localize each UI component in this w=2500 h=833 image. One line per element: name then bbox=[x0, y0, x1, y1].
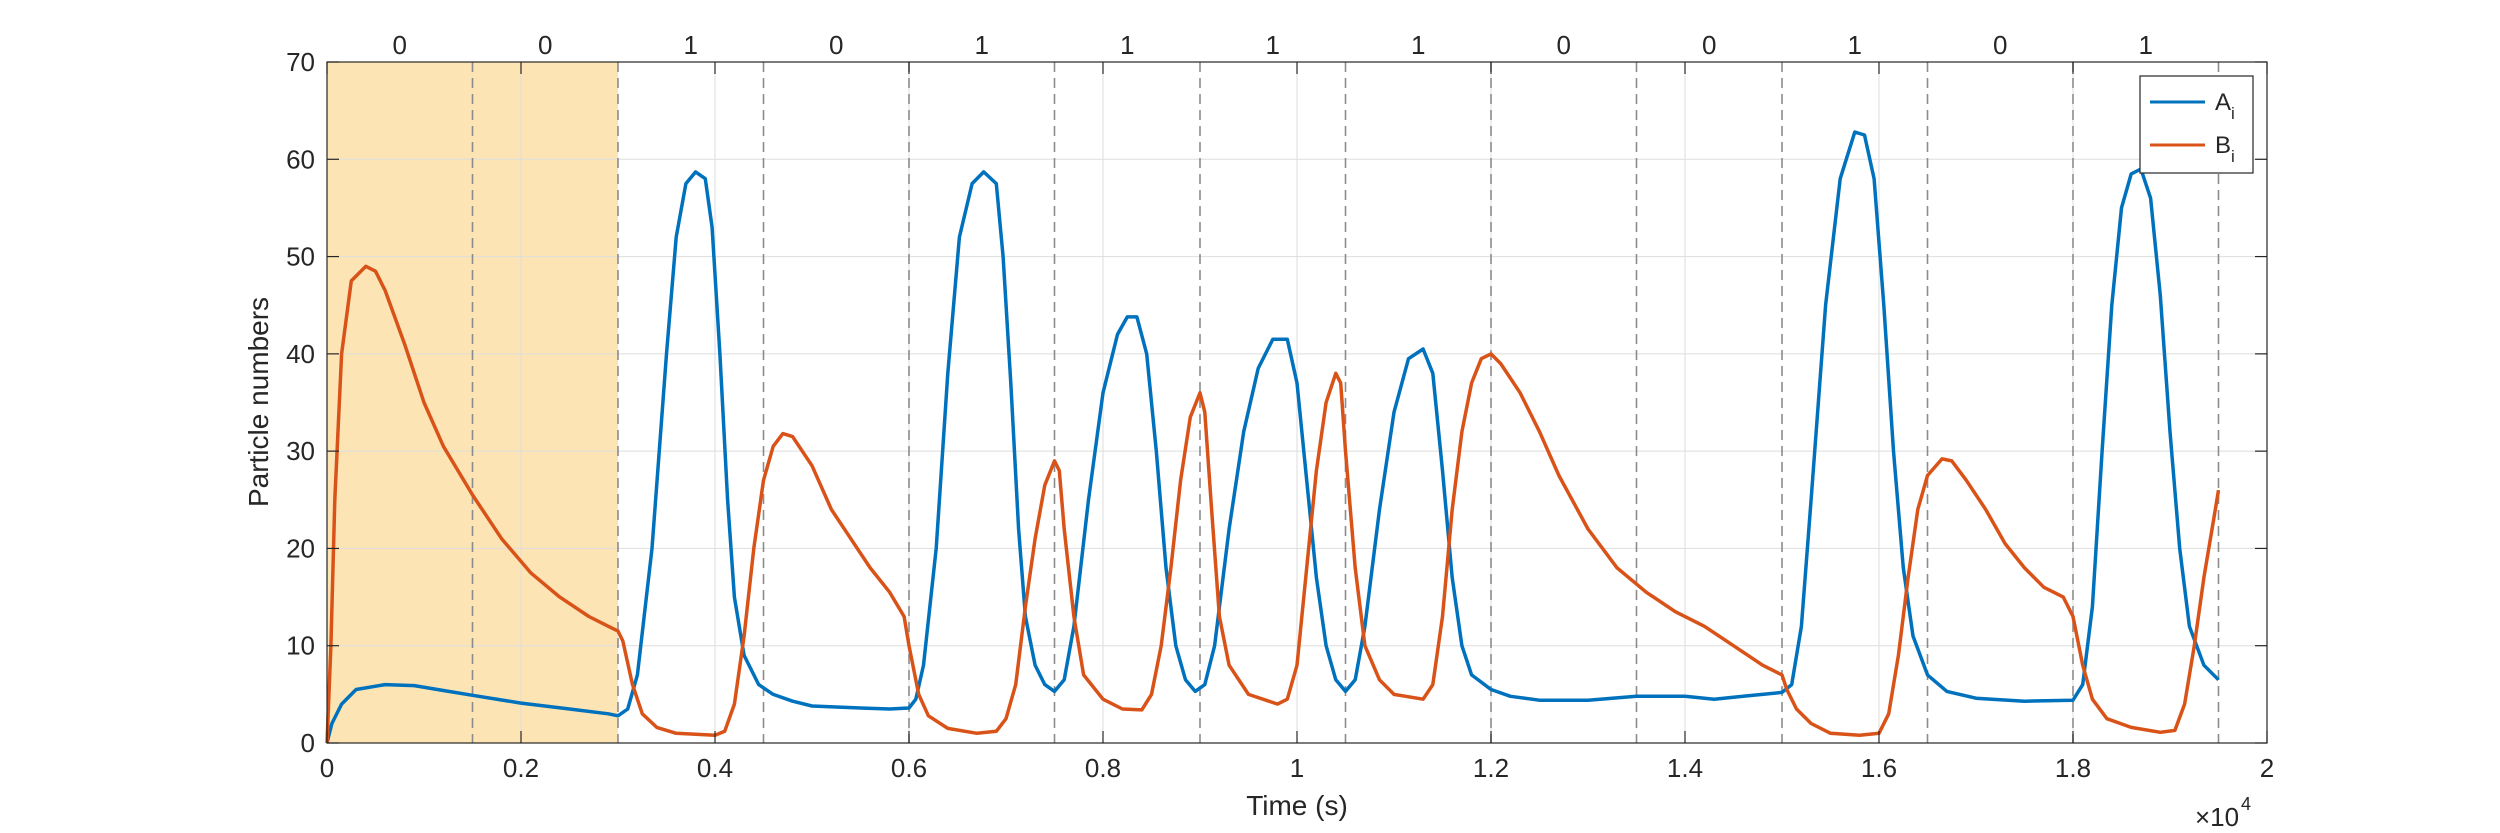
x-tick-label: 1.6 bbox=[1861, 753, 1897, 783]
y-axis-ticks: 0 10 20 30 40 50 60 70 bbox=[286, 47, 2267, 758]
y-tick-label: 30 bbox=[286, 436, 315, 466]
segment-label: 1 bbox=[975, 30, 989, 60]
x-tick-label: 0 bbox=[320, 753, 334, 783]
y-tick-label: 60 bbox=[286, 144, 315, 174]
y-axis-title: Particle numbers bbox=[243, 297, 274, 507]
segment-label: 0 bbox=[1557, 30, 1571, 60]
y-tick-label: 70 bbox=[286, 47, 315, 77]
y-tick-label: 40 bbox=[286, 339, 315, 369]
segment-label: 0 bbox=[393, 30, 407, 60]
y-tick-label: 0 bbox=[301, 728, 315, 758]
x-tick-label: 1.4 bbox=[1667, 753, 1703, 783]
legend-box bbox=[2139, 75, 2254, 174]
series-line-b bbox=[325, 264, 2221, 744]
y-tick-label: 50 bbox=[286, 242, 315, 272]
y-tick-label: 20 bbox=[286, 533, 315, 563]
y-tick-label: 10 bbox=[286, 631, 315, 661]
segment-label: 1 bbox=[684, 30, 698, 60]
segment-label: 0 bbox=[1702, 30, 1716, 60]
legend-label-a: Ai bbox=[2215, 89, 2235, 123]
series-layer bbox=[325, 130, 2221, 744]
x-tick-label: 0.4 bbox=[697, 753, 733, 783]
x-axis-ticks: 0 0.2 0.4 0.6 0.8 1 1.2 1.4 1.6 1.8 2 bbox=[320, 62, 2274, 783]
segment-label: 1 bbox=[2139, 30, 2153, 60]
x-multiplier-base: ×10 bbox=[2195, 802, 2239, 832]
segment-label: 1 bbox=[1411, 30, 1425, 60]
segment-label: 1 bbox=[1266, 30, 1280, 60]
segment-label: 0 bbox=[538, 30, 552, 60]
legend-label-b: Bi bbox=[2215, 132, 2235, 166]
segment-labels: 0 0 1 0 1 1 1 1 0 0 1 0 1 bbox=[393, 30, 2153, 60]
x-tick-label: 1 bbox=[1290, 753, 1304, 783]
segment-label: 0 bbox=[829, 30, 843, 60]
x-tick-label: 0.2 bbox=[503, 753, 539, 783]
segment-label: 1 bbox=[1120, 30, 1134, 60]
x-multiplier-exponent: 4 bbox=[2241, 794, 2251, 814]
x-tick-label: 1.8 bbox=[2055, 753, 2091, 783]
x-tick-label: 0.6 bbox=[891, 753, 927, 783]
series-line-a bbox=[325, 130, 2220, 744]
x-tick-label: 0.8 bbox=[1085, 753, 1121, 783]
legend: Ai Bi bbox=[2139, 75, 2254, 174]
x-tick-label: 2 bbox=[2260, 753, 2274, 783]
x-tick-label: 1.2 bbox=[1473, 753, 1509, 783]
x-axis-multiplier: ×10 4 bbox=[2195, 794, 2251, 832]
segment-label: 1 bbox=[1848, 30, 1862, 60]
segment-label: 0 bbox=[1993, 30, 2007, 60]
x-axis-title: Time (s) bbox=[1246, 790, 1348, 821]
